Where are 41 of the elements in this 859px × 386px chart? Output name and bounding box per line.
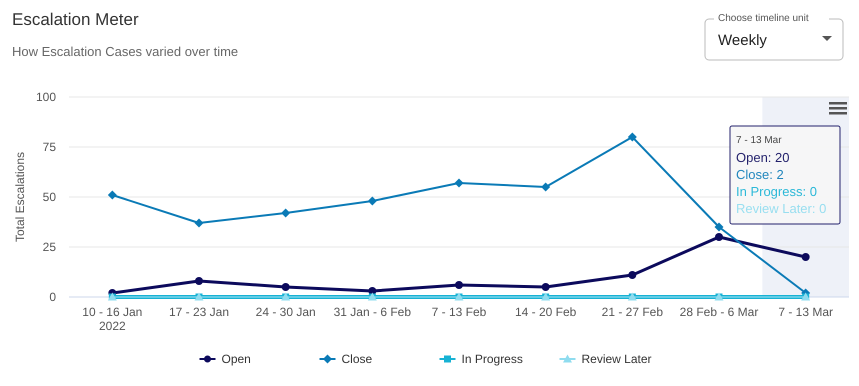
x-tick-label: 24 - 30 Jan [256, 305, 316, 319]
x-tick-label: 14 - 20 Feb [514, 305, 577, 319]
legend-label: Open [222, 352, 251, 366]
point [715, 233, 723, 241]
point [281, 208, 290, 218]
point [195, 277, 203, 285]
x-tick-label: 7 - 13 Feb [432, 305, 487, 319]
x-tick-label: 21 - 27 Feb [602, 305, 664, 319]
y-tick-label: 50 [42, 190, 56, 204]
point [628, 132, 637, 142]
y-tick-label: 75 [42, 140, 56, 154]
legend-label: Close [342, 352, 373, 366]
x-tick-label: 28 Feb - 6 Mar [680, 305, 758, 319]
point [714, 222, 724, 232]
annotation: 7 - 13 Mar [736, 135, 782, 146]
x-tick-label: 7 - 13 Mar [778, 305, 834, 319]
y-axis-title: Total Escalations [13, 152, 27, 242]
point [802, 253, 810, 261]
chart-title: Escalation Meter [12, 10, 139, 29]
annotation: Close: 2 [736, 167, 784, 182]
y-tick-label: 100 [36, 90, 56, 104]
point [282, 283, 290, 291]
legend-label: Review Later [582, 352, 652, 366]
point [542, 283, 550, 291]
annotation: Open: 20 [736, 150, 790, 165]
chart-subtitle: How Escalation Cases varied over time [12, 44, 238, 59]
x-tick-label: 10 - 16 Jan 2022 [82, 305, 142, 333]
legend-label: In Progress [462, 352, 523, 366]
y-tick-label: 25 [42, 240, 56, 254]
point [108, 190, 117, 200]
point [541, 182, 550, 192]
x-tick-label: 17 - 23 Jan [168, 305, 230, 319]
point [455, 281, 463, 289]
y-tick-label: 0 [49, 290, 56, 304]
point [628, 271, 636, 279]
x-tick-label: 31 Jan - 6 Feb [334, 305, 412, 319]
point [368, 196, 377, 206]
point [454, 178, 464, 188]
point [194, 218, 204, 228]
annotation: Review Later: 0 [736, 201, 826, 216]
annotation: In Progress: 0 [736, 184, 817, 199]
